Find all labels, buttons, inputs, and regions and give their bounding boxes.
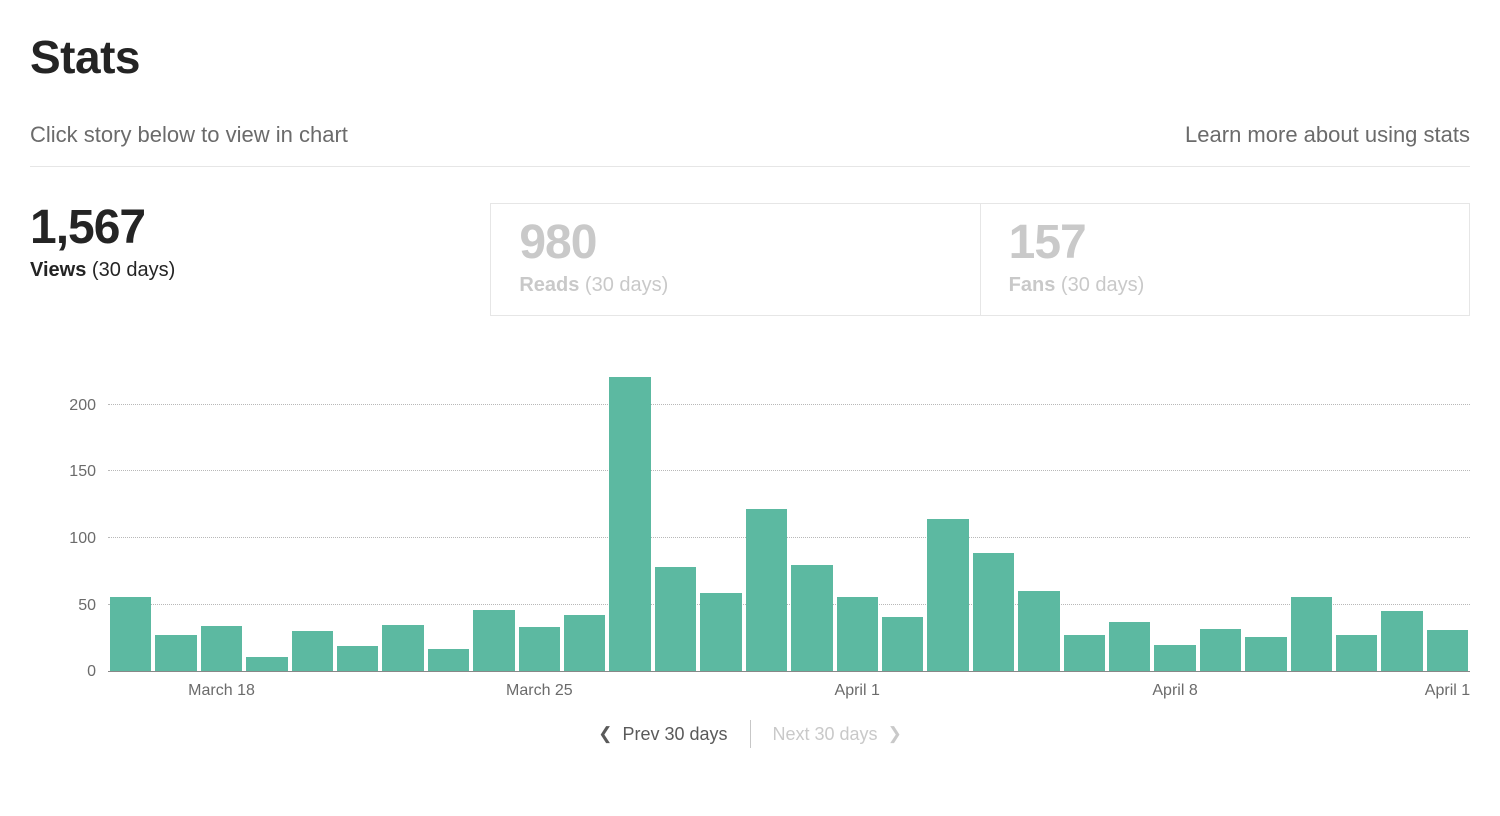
next-label: Next 30 days xyxy=(773,724,878,745)
x-tick-slot xyxy=(653,672,698,706)
y-tick-label: 150 xyxy=(69,463,96,481)
bar[interactable] xyxy=(1245,637,1286,672)
x-tick-slot xyxy=(1379,672,1424,706)
pager-separator xyxy=(750,720,751,748)
y-axis: 050100150200 xyxy=(30,372,108,672)
x-tick-slot: April 1 xyxy=(1425,672,1470,706)
tab-views[interactable]: 1,567 Views (30 days) xyxy=(30,203,490,316)
chevron-left-icon: ❮ xyxy=(598,724,612,744)
next-30-days-button: Next 30 days ❯ xyxy=(773,724,902,745)
bar[interactable] xyxy=(927,519,968,671)
stat-label: Reads (30 days) xyxy=(519,274,961,297)
bar[interactable] xyxy=(1336,635,1377,671)
x-tick-slot xyxy=(1016,672,1061,706)
x-tick-slot xyxy=(380,672,425,706)
chart-body xyxy=(108,372,1470,672)
x-tick-slot xyxy=(108,672,153,706)
bar[interactable] xyxy=(1064,635,1105,671)
bar[interactable] xyxy=(791,565,832,672)
y-tick-label: 50 xyxy=(78,597,96,615)
x-tick-slot xyxy=(971,672,1016,706)
x-tick-label: April 8 xyxy=(1152,682,1197,700)
bar[interactable] xyxy=(1427,630,1468,671)
bar[interactable] xyxy=(1154,645,1195,672)
bar[interactable] xyxy=(155,635,196,671)
bar[interactable] xyxy=(473,610,514,671)
x-tick-slot xyxy=(1062,672,1107,706)
x-tick-slot xyxy=(1289,672,1334,706)
prev-30-days-button[interactable]: ❮ Prev 30 days xyxy=(598,724,727,745)
bar[interactable] xyxy=(746,509,787,672)
x-tick-slot xyxy=(789,672,834,706)
bar[interactable] xyxy=(1018,591,1059,671)
bar[interactable] xyxy=(1109,622,1150,671)
bar[interactable] xyxy=(973,553,1014,672)
bar[interactable] xyxy=(1200,629,1241,672)
x-tick-slot: March 25 xyxy=(517,672,562,706)
x-tick-label: April 1 xyxy=(1425,682,1470,700)
stat-tabs: 1,567 Views (30 days) 980 Reads (30 days) 15… xyxy=(30,203,1470,316)
bar[interactable] xyxy=(201,626,242,671)
bar[interactable] xyxy=(1381,611,1422,671)
stat-value: 1,567 xyxy=(30,203,472,253)
x-tick-slot xyxy=(244,672,289,706)
subheader-text: Click story below to view in chart xyxy=(30,122,348,148)
bar[interactable] xyxy=(882,617,923,672)
x-tick-slot xyxy=(1334,672,1379,706)
x-tick-slot xyxy=(1243,672,1288,706)
bar[interactable] xyxy=(1291,597,1332,672)
bar[interactable] xyxy=(110,597,151,672)
y-tick-label: 0 xyxy=(87,663,96,681)
bar[interactable] xyxy=(564,615,605,671)
subheader-row: Click story below to view in chart Learn… xyxy=(30,122,1470,167)
bar[interactable] xyxy=(292,631,333,671)
stat-value: 980 xyxy=(519,218,961,268)
bar[interactable] xyxy=(609,377,650,672)
bar[interactable] xyxy=(337,646,378,671)
y-tick-label: 100 xyxy=(69,530,96,548)
x-tick-slot xyxy=(880,672,925,706)
x-tick-slot xyxy=(426,672,471,706)
bar[interactable] xyxy=(700,593,741,672)
x-tick-slot: March 18 xyxy=(199,672,244,706)
bar[interactable] xyxy=(837,597,878,672)
date-pager: ❮ Prev 30 days Next 30 days ❯ xyxy=(30,720,1470,748)
stat-value: 157 xyxy=(1009,218,1451,268)
x-tick-slot xyxy=(925,672,970,706)
help-link[interactable]: Learn more about using stats xyxy=(1185,122,1470,148)
chevron-right-icon: ❯ xyxy=(888,724,902,744)
x-tick-slot xyxy=(744,672,789,706)
x-tick-slot xyxy=(1198,672,1243,706)
bar[interactable] xyxy=(428,649,469,672)
views-chart: 0 50 100 150 200 March 18 March 25 April 1 Apri… xyxy=(30,372,1470,706)
stat-label: Fans (30 days) xyxy=(1009,274,1451,297)
x-tick-slot: April 1 xyxy=(835,672,880,706)
x-tick-slot xyxy=(562,672,607,706)
stat-label: Views (30 days) xyxy=(30,259,472,282)
prev-label: Prev 30 days xyxy=(622,724,727,745)
x-tick-slot xyxy=(1107,672,1152,706)
bar[interactable] xyxy=(519,627,560,671)
x-tick-slot xyxy=(698,672,743,706)
x-tick-slot xyxy=(290,672,335,706)
page-title: Stats xyxy=(30,30,1470,84)
bar[interactable] xyxy=(382,625,423,672)
bar[interactable] xyxy=(246,657,287,672)
bars-container xyxy=(108,372,1470,671)
y-tick-label: 200 xyxy=(69,397,96,415)
x-axis: March 18 March 25 April 1 April 8 April 1 xyxy=(108,672,1470,706)
x-tick-slot xyxy=(607,672,652,706)
x-tick-slot: April 8 xyxy=(1152,672,1197,706)
x-tick-label: April 1 xyxy=(835,682,880,700)
x-tick-slot xyxy=(335,672,380,706)
tab-reads[interactable]: 980 Reads (30 days) xyxy=(490,203,979,316)
bar[interactable] xyxy=(655,567,696,671)
tab-fans[interactable]: 157 Fans (30 days) xyxy=(980,203,1470,316)
